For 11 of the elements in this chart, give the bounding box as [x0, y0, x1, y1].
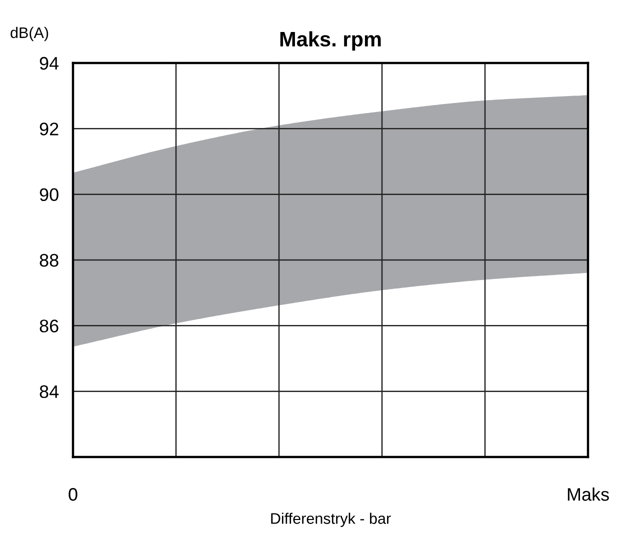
- y-tick-label: 92: [40, 122, 58, 136]
- x-axis-title: Differenstryk - bar: [271, 512, 391, 527]
- chart-title: Maks. rpm: [280, 31, 381, 51]
- y-tick-label: 84: [40, 385, 59, 398]
- y-axis-title: dB(A): [10, 26, 48, 42]
- y-tick-label: 90: [40, 188, 58, 202]
- y-tick-label: 86: [40, 320, 58, 332]
- y-tick-label: 88: [40, 254, 58, 267]
- x-tick-label: Maks: [568, 488, 609, 501]
- x-tick-label: 0: [68, 488, 78, 501]
- y-tick-label: 94: [40, 56, 59, 70]
